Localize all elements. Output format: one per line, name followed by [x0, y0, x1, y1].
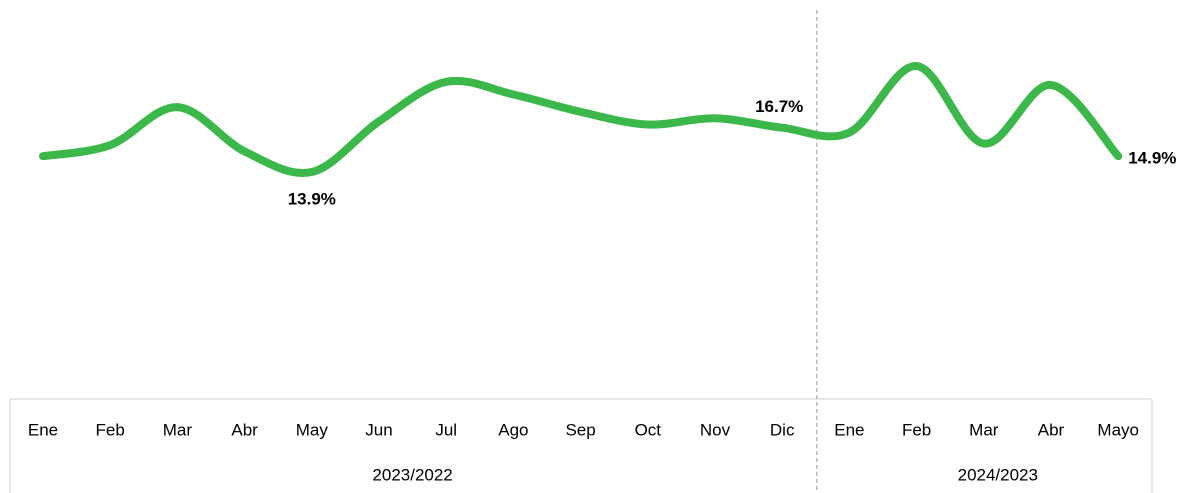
group-label: 2023/2022 [372, 465, 452, 484]
x-tick-label: Ene [28, 420, 58, 439]
value-label: 13.9% [288, 189, 336, 208]
x-tick-label: Feb [902, 420, 931, 439]
x-tick-label: Mayo [1097, 420, 1139, 439]
x-tick-label: Oct [635, 420, 662, 439]
x-tick-label: May [296, 420, 329, 439]
line [39, 62, 1123, 177]
x-tick-label: Jun [365, 420, 392, 439]
x-tick-label: Ene [834, 420, 864, 439]
value-label: 14.9% [1128, 149, 1176, 168]
x-tick-label: Feb [96, 420, 125, 439]
x-tick-label: Nov [700, 420, 731, 439]
x-tick-label: Sep [565, 420, 595, 439]
x-tick-label: Mar [163, 420, 193, 439]
x-tick-label: Mar [969, 420, 999, 439]
group-label: 2024/2023 [958, 465, 1038, 484]
x-tick-label: Abr [231, 420, 258, 439]
x-tick-label: Ago [498, 420, 528, 439]
x-tick-label: Jul [435, 420, 457, 439]
value-label: 16.7% [755, 97, 803, 116]
x-tick-label: Abr [1038, 420, 1065, 439]
x-tick-label: Dic [770, 420, 795, 439]
